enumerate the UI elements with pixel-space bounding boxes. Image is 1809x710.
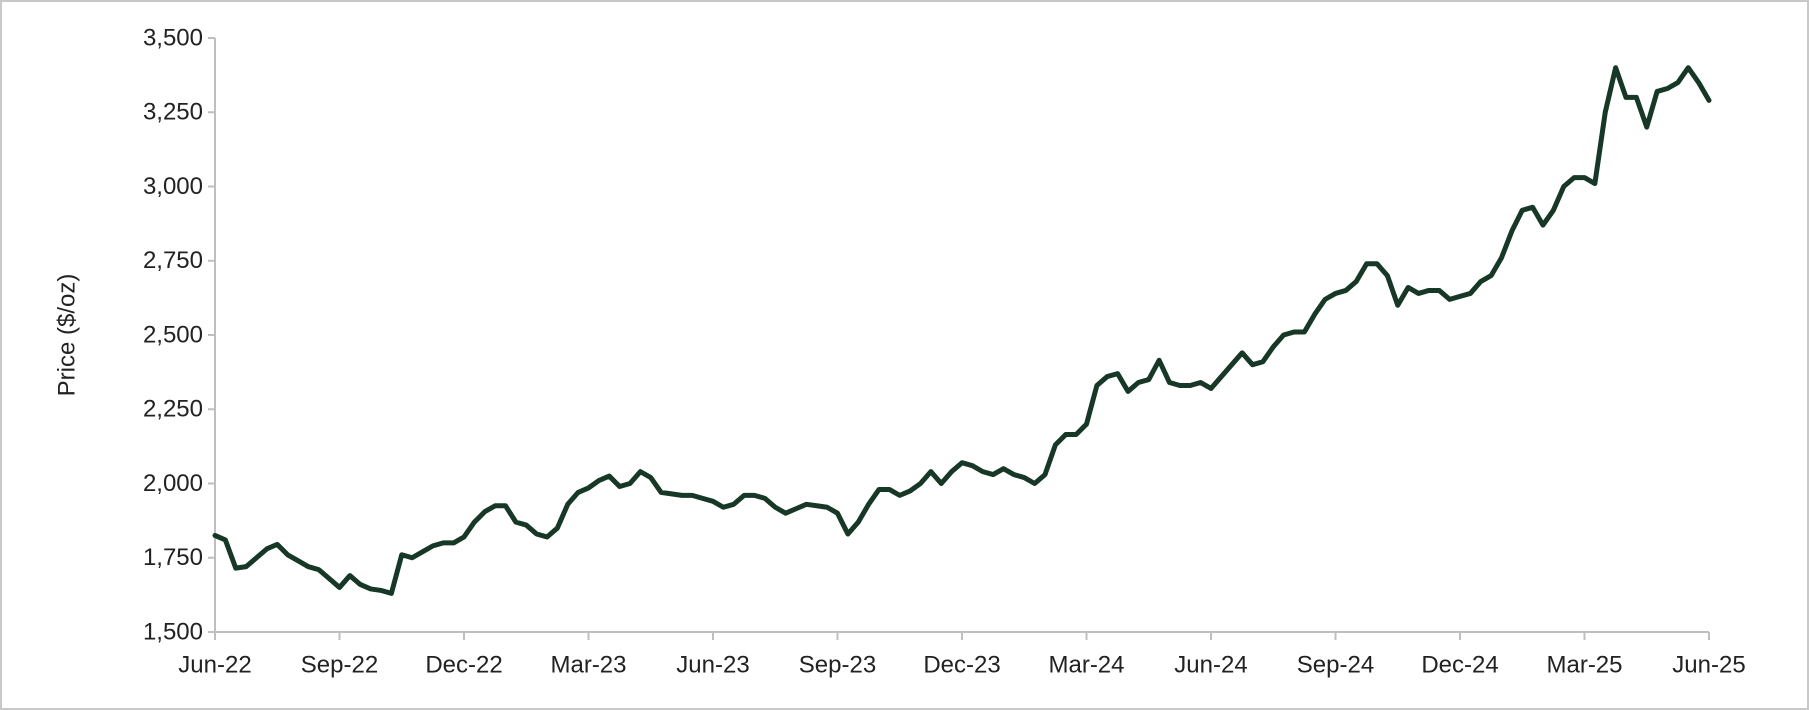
x-tick-label: Jun-23 [676, 651, 749, 678]
x-tick-label: Dec-22 [425, 651, 502, 678]
x-tick-label: Mar-25 [1546, 651, 1622, 678]
y-tick-label: 2,750 [143, 247, 203, 274]
y-tick-label: 2,000 [143, 470, 203, 497]
y-tick-label: 3,250 [143, 99, 203, 126]
y-tick-label: 1,500 [143, 618, 203, 645]
x-tick-label: Sep-22 [301, 651, 378, 678]
x-tick-label: Jun-24 [1174, 651, 1247, 678]
x-tick-label: Jun-25 [1672, 651, 1745, 678]
x-tick-label: Jun-22 [178, 651, 251, 678]
y-tick-label: 2,250 [143, 396, 203, 423]
x-tick-label: Mar-23 [550, 651, 626, 678]
price-line [212, 65, 1712, 596]
y-tick-label: 3,500 [143, 24, 203, 51]
x-tick-label: Mar-24 [1048, 651, 1124, 678]
y-tick-label: 2,500 [143, 321, 203, 348]
x-tick-label: Dec-24 [1421, 651, 1498, 678]
x-tick-label: Sep-24 [1297, 651, 1374, 678]
y-axis-title: Price ($/oz) [53, 274, 80, 397]
x-tick-label: Sep-23 [799, 651, 876, 678]
y-tick-label: 1,750 [143, 544, 203, 571]
x-tick-label: Dec-23 [923, 651, 1000, 678]
y-tick-label: 3,000 [143, 173, 203, 200]
